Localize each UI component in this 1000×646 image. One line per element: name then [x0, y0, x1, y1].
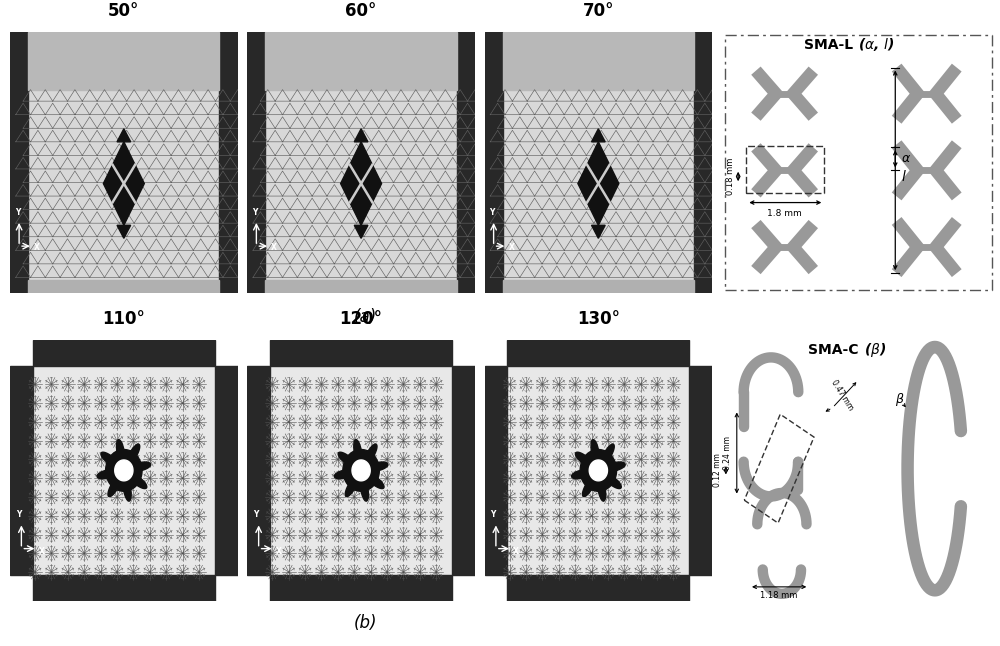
Text: Y: Y — [16, 510, 21, 519]
Text: $\alpha$: $\alpha$ — [901, 152, 911, 165]
Bar — [503, 90, 694, 280]
Text: X: X — [276, 547, 282, 556]
Bar — [507, 366, 689, 575]
Bar — [503, 32, 694, 90]
Text: 60°: 60° — [345, 3, 377, 21]
Polygon shape — [117, 225, 131, 238]
Text: SMA-L: SMA-L — [804, 37, 858, 52]
Bar — [10, 32, 28, 293]
Bar — [215, 366, 238, 575]
Text: Y: Y — [253, 510, 258, 519]
Text: $l$: $l$ — [901, 169, 907, 184]
Bar — [33, 575, 215, 601]
Text: X: X — [513, 547, 519, 556]
Bar — [33, 366, 215, 575]
Text: X: X — [271, 243, 277, 252]
Bar — [247, 366, 270, 575]
Bar — [219, 32, 238, 293]
Text: SMA-C: SMA-C — [808, 344, 864, 357]
Polygon shape — [589, 460, 607, 481]
Text: 70°: 70° — [583, 3, 614, 21]
Bar — [507, 575, 689, 601]
Bar — [265, 32, 457, 90]
Bar — [270, 366, 452, 575]
Polygon shape — [592, 225, 605, 238]
Text: $\beta$: $\beta$ — [895, 391, 904, 408]
Text: 1.8 mm: 1.8 mm — [767, 209, 802, 218]
Polygon shape — [352, 460, 370, 481]
Polygon shape — [578, 142, 619, 225]
Bar — [744, 414, 814, 523]
Bar — [270, 575, 452, 601]
Text: 0.18 mm: 0.18 mm — [726, 158, 735, 195]
Bar — [694, 32, 712, 293]
Polygon shape — [572, 440, 625, 501]
Text: Y: Y — [490, 510, 496, 519]
Text: Y: Y — [490, 208, 495, 217]
Text: X: X — [508, 243, 514, 252]
Text: Y: Y — [252, 208, 258, 217]
Bar — [270, 340, 452, 366]
Text: ($\alpha$, $l$): ($\alpha$, $l$) — [858, 36, 895, 53]
Polygon shape — [115, 460, 133, 481]
Polygon shape — [341, 142, 382, 225]
Polygon shape — [334, 440, 388, 501]
Bar — [28, 32, 219, 90]
Bar — [746, 146, 824, 193]
Polygon shape — [354, 225, 368, 238]
Bar — [28, 90, 219, 280]
Text: 110°: 110° — [102, 310, 145, 328]
Bar — [247, 32, 265, 293]
Polygon shape — [117, 129, 131, 142]
Text: (b): (b) — [353, 614, 377, 632]
Text: 0.24 mm: 0.24 mm — [723, 436, 732, 470]
Text: 0.12 mm: 0.12 mm — [713, 453, 722, 487]
Bar — [507, 340, 689, 366]
Text: Y: Y — [15, 208, 20, 217]
Text: (a): (a) — [353, 307, 377, 326]
Bar — [265, 90, 457, 280]
Bar — [265, 280, 457, 293]
Text: 120°: 120° — [340, 310, 383, 328]
Bar — [457, 32, 475, 293]
Text: 0.47 mm: 0.47 mm — [829, 379, 855, 413]
Text: X: X — [38, 547, 44, 556]
Polygon shape — [354, 129, 368, 142]
Polygon shape — [103, 142, 144, 225]
Text: ($\beta$): ($\beta$) — [864, 342, 886, 359]
Polygon shape — [97, 440, 151, 501]
Bar — [33, 340, 215, 366]
Bar — [452, 366, 475, 575]
Text: 130°: 130° — [577, 310, 620, 328]
Bar — [503, 280, 694, 293]
Bar — [689, 366, 712, 575]
Text: X: X — [34, 243, 40, 252]
Text: 1.18 mm: 1.18 mm — [760, 591, 798, 600]
Polygon shape — [592, 129, 605, 142]
Bar — [10, 366, 33, 575]
Bar — [485, 32, 503, 293]
Text: 50°: 50° — [108, 3, 140, 21]
Bar — [485, 366, 507, 575]
Bar — [28, 280, 219, 293]
